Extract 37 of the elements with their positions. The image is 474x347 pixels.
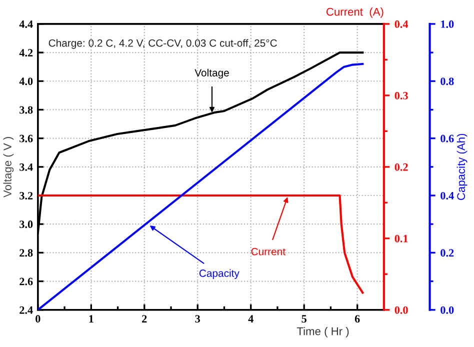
y2-tick-label: 0.3 [394,92,408,100]
y-tick-label: 3.4 [20,163,33,171]
annotation: Charge: 0.2 C, 4.2 V, CC-CV, 0.03 C cut-off, 25°C [48,39,277,49]
annotation: Current [251,248,286,256]
y-tick-label: 3.6 [20,134,33,142]
y2-tick-label: 0.0 [394,306,408,314]
y3-tick-label: 0.6 [440,134,454,142]
annotation: Capacity [199,269,240,279]
x-tick-label: 2 [142,315,147,322]
y-tick-label: 2.8 [20,249,33,257]
x-tick-label: 5 [302,315,306,323]
y3-tick-label: 1.0 [441,20,454,28]
y-tick-label: 4.4 [19,20,33,28]
y3-tick-label: 0.4 [440,192,454,200]
y-axis-title: Voltage ( V ) [3,137,14,198]
x-tick-label: 0 [36,315,40,323]
y-tick-label: 3.0 [20,220,33,228]
y3-tick-label: 0.2 [440,249,454,257]
annotation: Voltage [194,68,229,79]
y2-tick-label: 0.1 [394,234,408,242]
x-tick-label: 1 [89,315,94,322]
y-tick-label: 3.8 [20,106,33,114]
y-tick-label: 2.4 [20,306,33,314]
y2-axis-title: Current (A) [326,8,384,18]
y3-axis-title: Capacity (Ah) [456,134,468,200]
x-tick-label: 4 [248,315,254,322]
y2-tick-label: 0.2 [394,163,408,171]
y3-tick-label: 0.8 [440,78,454,86]
y2-tick-label: 0.4 [394,20,408,28]
x-tick-label: 6 [354,315,360,323]
y-tick-label: 3.2 [20,192,33,200]
y3-tick-label: 0.0 [440,306,454,314]
y-tick-label: 2.6 [20,278,33,286]
y-tick-label: 4.2 [19,49,33,57]
x-axis-title: Time ( Hr ) [296,327,349,338]
y-tick-label: 4.0 [19,78,33,86]
x-tick-label: 3 [195,315,200,323]
